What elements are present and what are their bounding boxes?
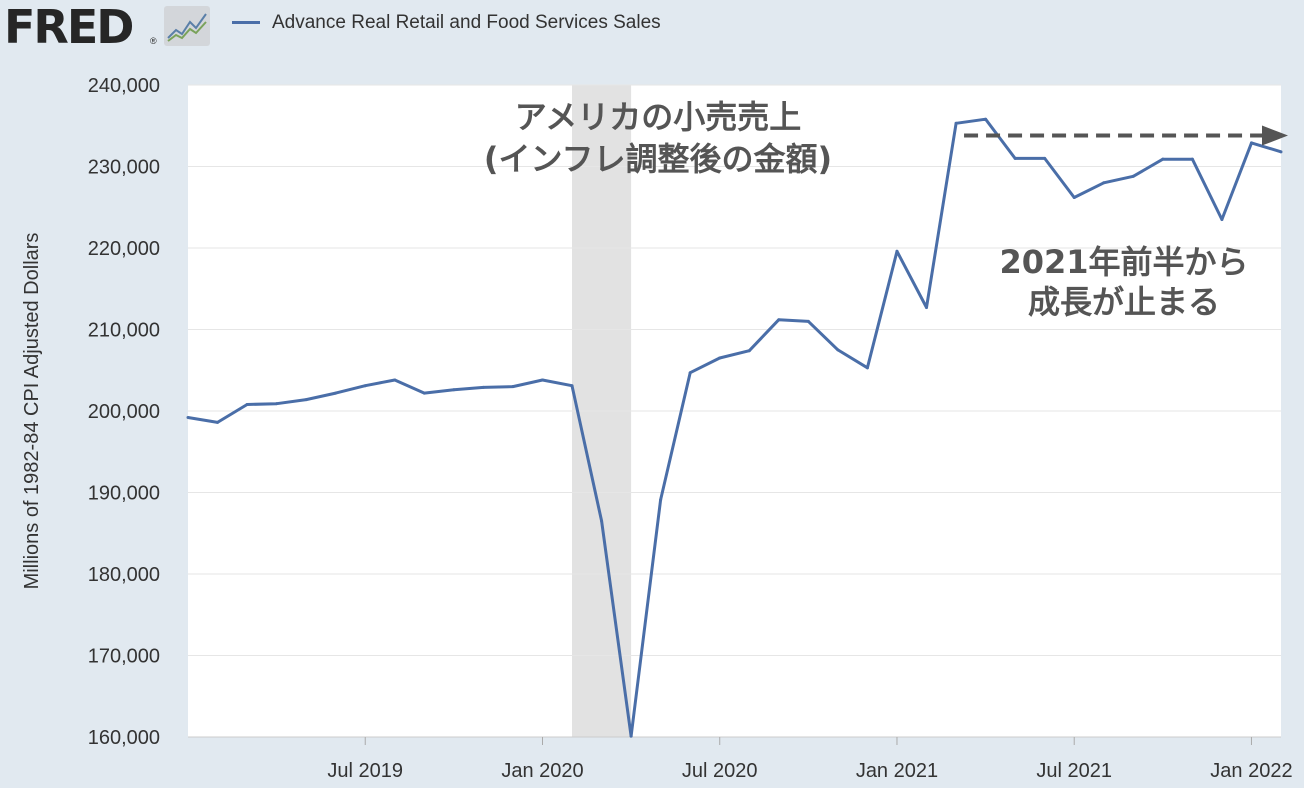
y-axis-title: Millions of 1982-84 CPI Adjusted Dollars [21,233,43,590]
fred-logo[interactable]: FRED [4,0,134,54]
data-point [925,305,929,309]
data-point [422,391,426,395]
arrow-head [1262,125,1288,146]
x-tick-label: Jan 2020 [501,760,583,782]
data-point [1013,156,1017,160]
y-tick-label: 170,000 [88,646,160,668]
y-tick-label: 230,000 [88,157,160,179]
data-point [895,249,899,253]
series-line [187,117,1282,738]
data-point [865,366,869,370]
y-tick-label: 220,000 [88,238,160,260]
data-point [363,384,367,388]
data-point [718,356,722,360]
data-point [393,378,397,382]
line-chart-icon[interactable] [164,6,210,46]
x-tick-label: Jan 2022 [1210,760,1292,782]
data-point [600,519,604,523]
data-point [481,385,485,389]
x-tick-label: Jul 2019 [327,760,403,782]
legend-swatch [232,21,260,24]
y-tick-label: 160,000 [88,727,160,749]
data-point [540,378,544,382]
annotation-text: アメリカの小売売上 [515,98,801,136]
data-point [1043,156,1047,160]
data-point [1102,181,1106,185]
data-point [777,318,781,322]
data-point [806,319,810,323]
data-point [1072,195,1076,199]
annotation-text: 成長が止まる [1028,283,1220,321]
data-point [836,348,840,352]
data-point [304,398,308,402]
data-point [984,117,988,121]
data-point [1190,157,1194,161]
data-point [747,349,751,353]
y-tick-label: 180,000 [88,564,160,586]
y-tick-label: 190,000 [88,483,160,505]
data-point [1220,217,1224,221]
y-tick-label: 210,000 [88,320,160,342]
data-point [1161,157,1165,161]
data-point [452,388,456,392]
registered-mark: ® [150,36,157,46]
legend-label: Advance Real Retail and Food Services Sa… [272,12,661,33]
x-tick-label: Jan 2021 [856,760,938,782]
data-point [1131,174,1135,178]
data-point [186,416,190,420]
header: FRED ® Advance Real Retail and Food Serv… [0,0,1304,60]
data-point [1249,141,1253,145]
data-point [688,371,692,375]
x-tick-label: Jul 2020 [682,760,758,782]
annotation-text: 2021年前半から [999,243,1248,281]
x-tick-label: Jul 2021 [1036,760,1112,782]
data-point [570,384,574,388]
data-point [275,402,279,406]
data-point [245,402,249,406]
data-point [1279,150,1283,154]
data-point [659,498,663,502]
y-tick-label: 200,000 [88,401,160,423]
data-point [511,385,515,389]
data-point [216,420,220,424]
annotation-text: (インフレ調整後の金額) [484,140,832,178]
data-point [954,121,958,125]
data-point [334,391,338,395]
y-tick-label: 240,000 [88,75,160,97]
data-point [629,734,633,738]
